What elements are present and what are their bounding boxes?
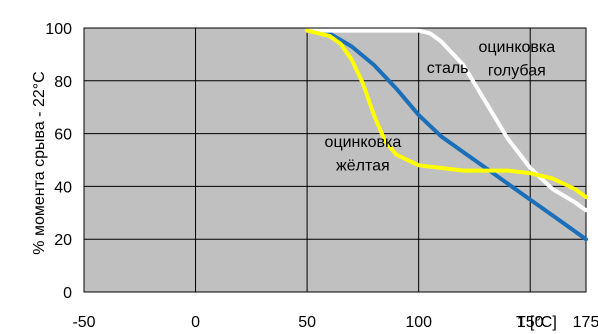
x-tick-label: 100 [405, 314, 432, 331]
series-line-3 [305, 28, 588, 199]
y-tick-label: 0 [63, 285, 72, 302]
series-annotation: оцинковка [325, 134, 402, 151]
x-axis-label: T [°C] [516, 314, 557, 331]
x-tick-label: 175 [573, 314, 598, 331]
series-annotation: голубая [488, 63, 546, 80]
series-annotation: сталь [427, 60, 469, 77]
y-tick-label: 60 [54, 127, 72, 144]
annotations: сталь оцинковка голубая оцинковка жёлтая [325, 39, 556, 175]
series-layer [305, 28, 588, 242]
y-tick-label: 40 [54, 179, 72, 196]
y-tick-label: 80 [54, 74, 72, 91]
x-tick-label: 0 [191, 314, 200, 331]
x-tick-label: 50 [298, 314, 316, 331]
y-tick-label: 100 [45, 21, 72, 38]
x-tick-label: 150 [517, 314, 544, 331]
series-annotation: жёлтая [336, 158, 390, 175]
y-tick-label: 20 [54, 232, 72, 249]
y-axis-label: % момента срыва - 22°C [31, 71, 48, 254]
series-line-2 [305, 28, 588, 213]
grid [84, 28, 586, 292]
series-line-1 [305, 28, 588, 242]
x-tick-label: -50 [72, 314, 95, 331]
series-annotation: оцинковка [478, 39, 555, 56]
plot-area [83, 27, 587, 293]
